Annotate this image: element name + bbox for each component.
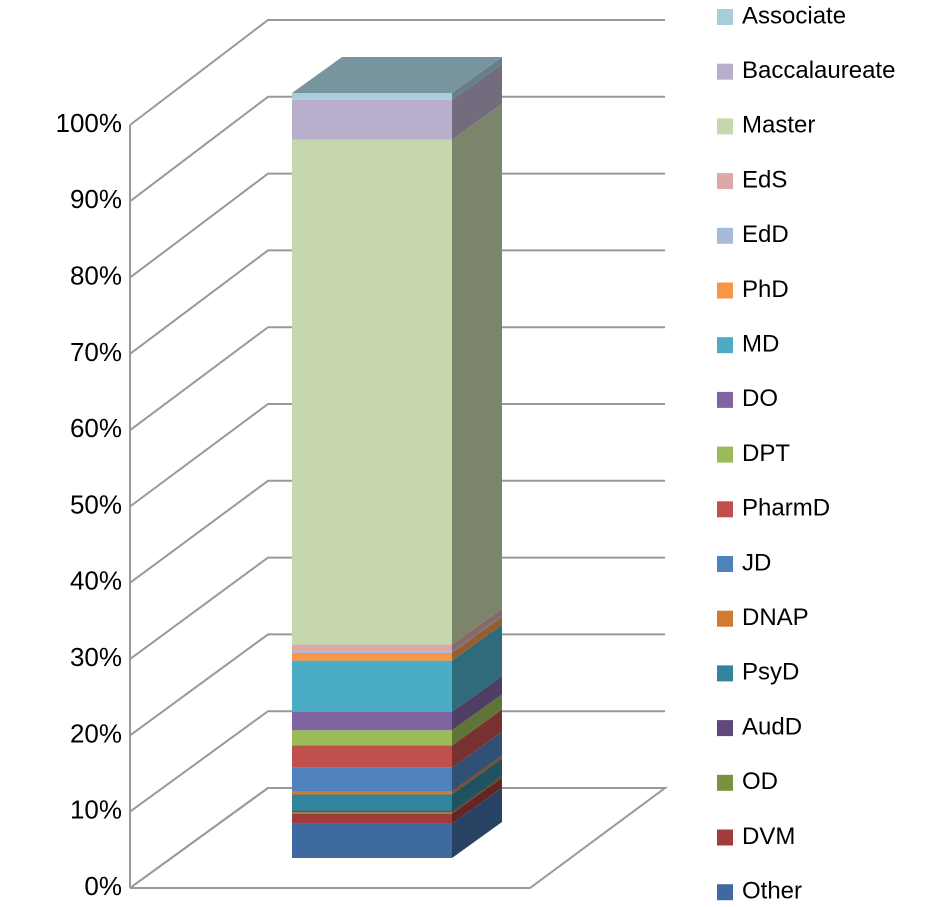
y-tick-label: 30% xyxy=(70,642,122,672)
legend-label: DNAP xyxy=(742,604,809,631)
y-tick-label: 70% xyxy=(70,337,122,367)
legend-label: EdS xyxy=(742,166,787,193)
y-tick-label: 80% xyxy=(70,260,122,290)
bar-segment xyxy=(292,651,452,653)
bar-segment xyxy=(292,730,452,746)
legend-swatch xyxy=(717,282,733,299)
bar-side xyxy=(452,731,502,792)
legend-swatch xyxy=(717,63,733,80)
bar-side xyxy=(452,755,502,795)
grid-line xyxy=(129,95,665,203)
y-tick-label: 60% xyxy=(70,413,122,443)
grid-line xyxy=(129,19,665,126)
bar-side xyxy=(452,675,502,731)
legend-swatch xyxy=(717,720,733,737)
legend-swatch xyxy=(717,884,733,901)
bar-segment xyxy=(292,644,452,652)
grid-line xyxy=(129,787,665,889)
legend-swatch xyxy=(717,118,733,135)
legend-swatch xyxy=(717,665,733,682)
legend-swatch xyxy=(717,556,733,572)
grid-line xyxy=(129,556,665,660)
bar-side xyxy=(452,694,502,746)
legend-swatch xyxy=(717,173,733,190)
y-tick-label: 20% xyxy=(70,718,122,748)
legend-label: PhD xyxy=(742,276,789,303)
bar-side xyxy=(452,57,502,100)
legend-label: JD xyxy=(742,549,771,576)
legend-swatch xyxy=(717,829,733,846)
grid-line xyxy=(129,633,665,737)
legend-swatch xyxy=(717,774,733,791)
bar-top xyxy=(292,57,502,93)
y-tick-label: 0% xyxy=(84,871,122,901)
y-tick-label: 50% xyxy=(70,489,122,519)
legend-swatch xyxy=(717,446,733,463)
legend-label: MD xyxy=(742,331,779,358)
bar-segment xyxy=(292,810,452,813)
grid-line xyxy=(129,403,665,508)
legend-label: EdD xyxy=(742,221,789,248)
bar-segment xyxy=(292,813,452,824)
bar-segment xyxy=(292,652,452,661)
bar-segment xyxy=(292,93,452,100)
bar-side xyxy=(452,709,502,768)
bar-side xyxy=(452,624,502,712)
legend-label: PsyD xyxy=(742,659,799,686)
bar-side xyxy=(452,774,502,813)
bar-segment xyxy=(292,745,452,768)
bar-side xyxy=(452,777,502,824)
bar-side xyxy=(452,758,502,811)
y-tick-label: 40% xyxy=(70,566,122,596)
legend-swatch xyxy=(717,337,733,354)
legend-label: Master xyxy=(742,112,815,139)
legend-label: DVM xyxy=(742,823,795,850)
legend-label: Other xyxy=(742,878,802,905)
bar-segment xyxy=(292,812,452,814)
grid-line xyxy=(129,710,665,813)
legend-label: OD xyxy=(742,768,778,795)
bar-segment xyxy=(292,660,452,712)
bar-segment xyxy=(292,791,452,795)
grid-line xyxy=(129,172,665,279)
legend-swatch xyxy=(717,610,733,627)
y-tick-label: 10% xyxy=(70,795,122,825)
bar-segment xyxy=(292,99,452,140)
y-tick-label: 90% xyxy=(70,184,122,214)
bar-side xyxy=(452,103,502,645)
legend-label: PharmD xyxy=(742,495,830,522)
bar-segment xyxy=(292,767,452,792)
bar-side xyxy=(452,616,502,661)
bar-side xyxy=(452,615,502,653)
legend-label: Associate xyxy=(742,2,846,29)
grid-line xyxy=(129,249,665,355)
legend-label: Baccalaureate xyxy=(742,57,895,84)
bar-side xyxy=(452,787,502,858)
grid-line xyxy=(129,479,665,584)
y-tick-label: 100% xyxy=(56,108,123,138)
bar-segment xyxy=(292,711,452,731)
bar-side xyxy=(452,608,502,652)
legend-swatch xyxy=(717,391,733,408)
bar-segment xyxy=(292,794,452,811)
legend-label: AudD xyxy=(742,713,802,740)
bar-side xyxy=(452,776,502,814)
legend-swatch xyxy=(717,227,733,244)
bar-side xyxy=(452,63,502,140)
legend-swatch xyxy=(717,501,733,518)
legend-swatch xyxy=(717,9,733,25)
bar-segment xyxy=(292,139,452,645)
bar-segment xyxy=(292,823,452,858)
grid-line xyxy=(129,326,665,432)
legend-label: DO xyxy=(742,385,778,412)
legend-label: DPT xyxy=(742,440,790,467)
